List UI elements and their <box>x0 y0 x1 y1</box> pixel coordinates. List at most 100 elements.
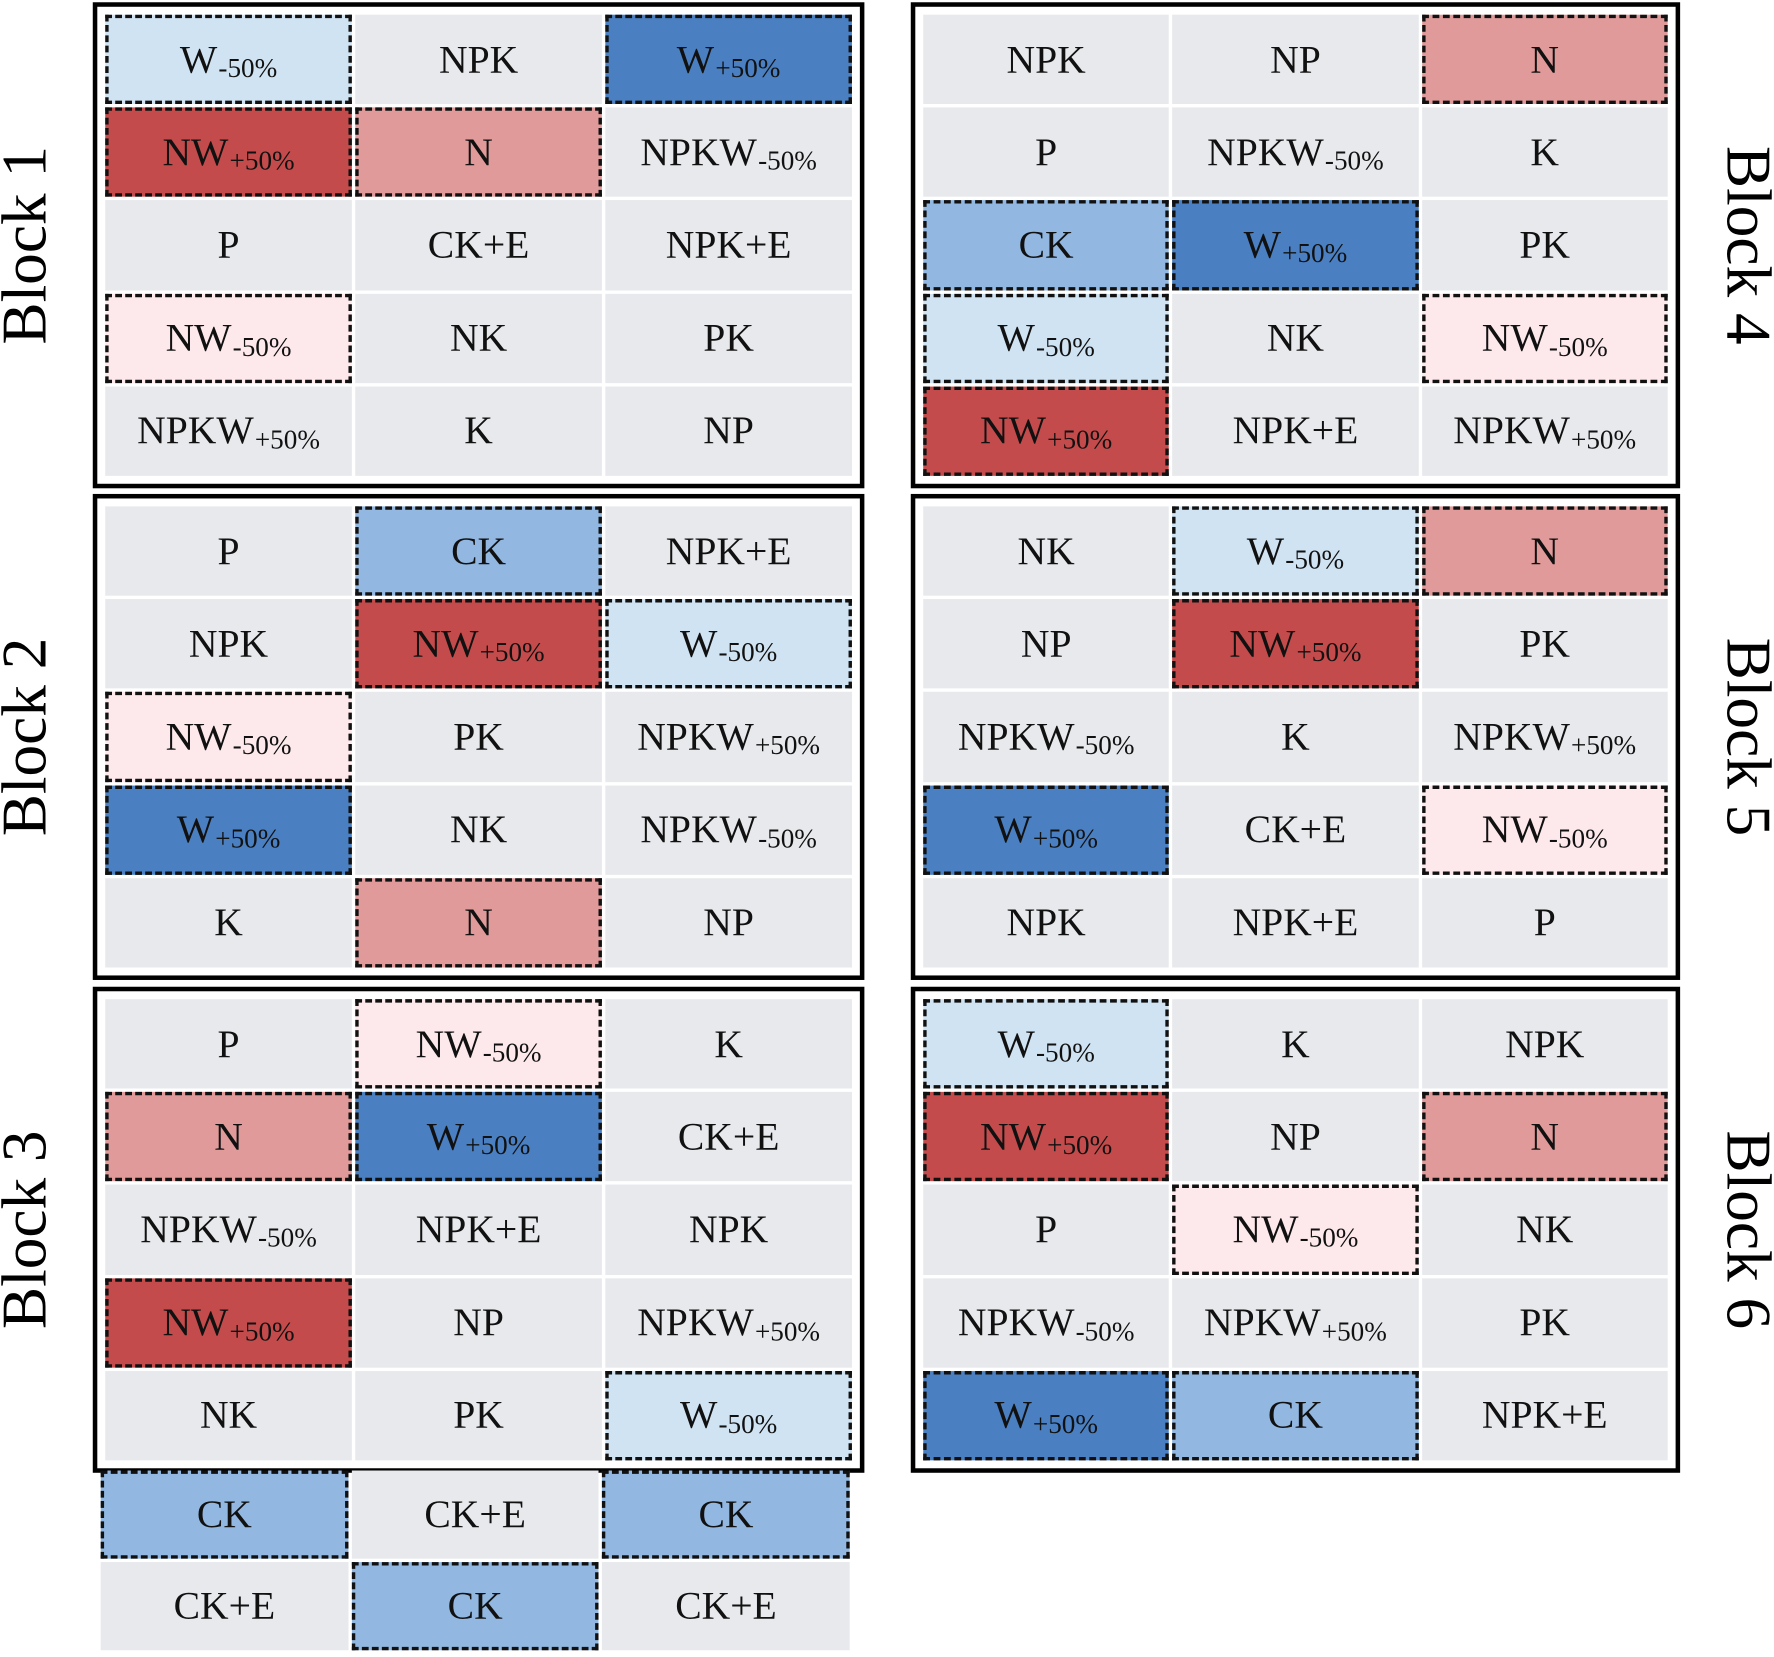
plot-cell: K <box>1421 107 1668 198</box>
treatment-subscript: -50% <box>718 1410 778 1440</box>
plot-cell: NPK <box>605 1184 852 1275</box>
block-label: Block 6 <box>1712 1130 1774 1329</box>
block-label: Block 3 <box>0 1130 60 1330</box>
treatment-subscript: -50% <box>758 824 817 855</box>
extra-plot-cell: CK <box>100 1470 349 1559</box>
treatment-label: NPKW <box>1453 408 1570 453</box>
block-3: P NW -50% K N W +50% CK+E NPKW -50% NPK+E NPK NW +50%… <box>92 986 865 1473</box>
treatment-subscript: +50% <box>1571 425 1637 456</box>
treatment-label: NK <box>1266 315 1325 360</box>
plot-cell: P <box>105 999 352 1089</box>
treatment-subscript: +50% <box>1296 638 1362 669</box>
plot-cell: NPK <box>923 14 1170 105</box>
plot-cell: NP <box>355 1277 602 1368</box>
treatment-label: CK <box>698 1491 754 1537</box>
treatment-label: NPK <box>188 621 269 666</box>
plot-cell: NW +50% <box>105 1277 352 1368</box>
treatment-label: NPK+E <box>665 528 792 573</box>
plot-cell: NW +50% <box>105 107 352 198</box>
treatment-subscript: -50% <box>218 54 278 84</box>
treatment-label: NW <box>1481 807 1548 852</box>
treatment-label: PK <box>1519 621 1571 666</box>
treatment-subscript: +50% <box>715 54 781 84</box>
treatment-subscript: +50% <box>215 824 281 855</box>
block-6: W -50% K NPK NW +50% NP N P NW -50% NK NPKW -50% NPKW +… <box>910 986 1681 1473</box>
treatment-subscript: +50% <box>229 147 295 177</box>
treatment-label: NPK <box>438 36 519 81</box>
treatment-subscript: -50% <box>1299 1224 1359 1255</box>
block-label: Block 1 <box>0 146 60 345</box>
plot-cell: NP <box>923 599 1170 689</box>
treatment-label: NPK <box>1006 900 1086 945</box>
treatment-label: NP <box>1270 1114 1321 1159</box>
treatment-label: W <box>426 1114 465 1159</box>
treatment-label: NP <box>1020 621 1072 666</box>
treatment-label: W <box>676 36 715 81</box>
plot-cell: K <box>1172 999 1419 1089</box>
plot-cell: NPKW +50% <box>605 1277 852 1368</box>
treatment-label: NPK+E <box>415 1207 542 1252</box>
treatment-label: PK <box>453 714 504 759</box>
treatment-label: PK <box>453 1392 504 1438</box>
plot-cell: CK+E <box>355 200 602 291</box>
plot-cell: NPKW +50% <box>605 692 852 782</box>
plot-cell: NPKW +50% <box>1421 386 1668 476</box>
plot-cell: NPK <box>1421 999 1668 1089</box>
treatment-label: CK+E <box>427 222 530 267</box>
treatment-subscript: +50% <box>465 1131 531 1162</box>
treatment-subscript: +50% <box>1032 1410 1098 1440</box>
treatment-label: W <box>679 1392 718 1438</box>
plot-cell: P <box>923 1184 1170 1275</box>
plot-cell: NPK+E <box>355 1184 602 1275</box>
plot-cell: NPK+E <box>1172 878 1419 968</box>
treatment-label: K <box>214 900 243 945</box>
treatment-subscript: +50% <box>254 425 320 456</box>
treatment-label: CK+E <box>173 1583 276 1628</box>
plot-cell: NPK+E <box>1421 1370 1668 1461</box>
plot-cell: NW +50% <box>1172 599 1419 689</box>
extra-plot-cell: CK+E <box>351 1470 599 1559</box>
plot-cell: NPKW -50% <box>1172 107 1419 198</box>
block-label: Block 5 <box>1712 637 1774 837</box>
treatment-label: K <box>1530 129 1560 174</box>
treatment-subscript: -50% <box>257 1224 317 1255</box>
treatment-subscript: -50% <box>232 333 292 363</box>
treatment-label: W <box>179 36 218 81</box>
treatment-label: NPKW <box>1204 1300 1321 1345</box>
plot-cell: NK <box>355 293 602 383</box>
plot-cell: P <box>105 200 352 291</box>
plot-cell: N <box>355 878 602 968</box>
plot-cell: NPK+E <box>605 506 852 596</box>
plot-cell: NW -50% <box>105 692 352 782</box>
treatment-label: NK <box>1017 528 1075 573</box>
treatment-label: N <box>1530 36 1560 81</box>
treatment-label: CK+E <box>677 1114 780 1159</box>
plot-cell: NPKW -50% <box>605 107 852 198</box>
treatment-label: P <box>217 1021 240 1066</box>
plot-cell: NPKW -50% <box>105 1184 352 1275</box>
plot-cell: CK+E <box>605 1092 852 1182</box>
treatment-subscript: -50% <box>1075 731 1135 762</box>
treatment-label: NPK <box>689 1207 769 1252</box>
treatment-label: K <box>464 408 493 453</box>
extra-plot-cell: CK <box>351 1562 599 1651</box>
plot-cell: W +50% <box>1172 200 1419 291</box>
extra-plot-cell: CK+E <box>100 1562 349 1651</box>
plot-cell: NW +50% <box>355 599 602 689</box>
treatment-label: PK <box>703 315 754 360</box>
treatment-subscript: +50% <box>1282 240 1348 270</box>
plot-cell: NPKW +50% <box>105 386 352 476</box>
treatment-label: NPK+E <box>1232 900 1359 945</box>
plot-cell: NW -50% <box>1421 785 1668 875</box>
treatment-label: NW <box>1232 1207 1299 1252</box>
treatment-label: W <box>176 807 215 852</box>
treatment-label: NPKW <box>637 714 754 759</box>
block-1: W -50% NPK W +50% NW +50% N NPKW -50% P CK+E NPK+E NW… <box>92 2 865 489</box>
treatment-label: NPK+E <box>1232 408 1359 453</box>
block-label: Block 4 <box>1712 145 1774 345</box>
plot-cell: NK <box>1172 293 1419 383</box>
treatment-label: NPK <box>1505 1021 1585 1066</box>
treatment-label: NPKW <box>640 807 757 852</box>
treatment-label: K <box>1281 714 1310 759</box>
treatment-subscript: -50% <box>1548 333 1608 363</box>
